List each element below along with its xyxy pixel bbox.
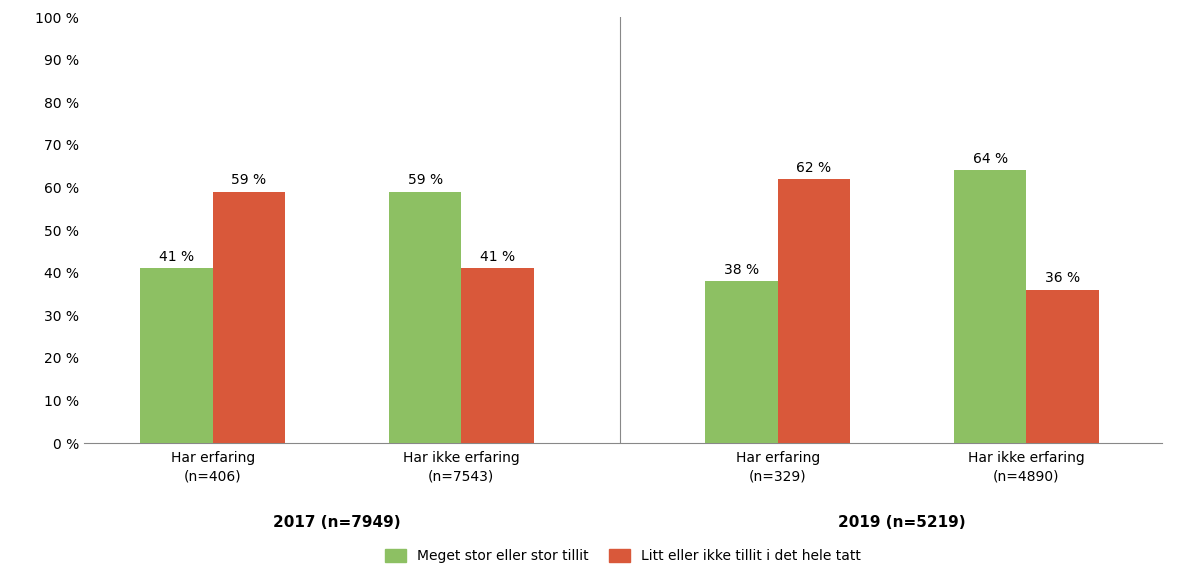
- Bar: [1027, 290, 1099, 443]
- Text: 59 %: 59 %: [407, 173, 443, 187]
- Bar: [706, 281, 778, 443]
- Text: 36 %: 36 %: [1045, 272, 1081, 285]
- Text: 59 %: 59 %: [231, 173, 266, 187]
- Bar: [389, 191, 461, 443]
- Bar: [461, 269, 533, 443]
- Text: 2019 (n=5219): 2019 (n=5219): [839, 515, 966, 531]
- Legend: Meget stor eller stor tillit, Litt eller ikke tillit i det hele tatt: Meget stor eller stor tillit, Litt eller…: [380, 544, 866, 568]
- Bar: [140, 269, 213, 443]
- Bar: [213, 191, 285, 443]
- Text: 2017 (n=7949): 2017 (n=7949): [273, 515, 401, 531]
- Text: 62 %: 62 %: [797, 161, 831, 174]
- Text: 41 %: 41 %: [159, 250, 194, 264]
- Text: 38 %: 38 %: [724, 263, 760, 277]
- Text: 41 %: 41 %: [480, 250, 515, 264]
- Text: 64 %: 64 %: [973, 152, 1008, 166]
- Bar: [778, 179, 851, 443]
- Bar: [954, 170, 1027, 443]
